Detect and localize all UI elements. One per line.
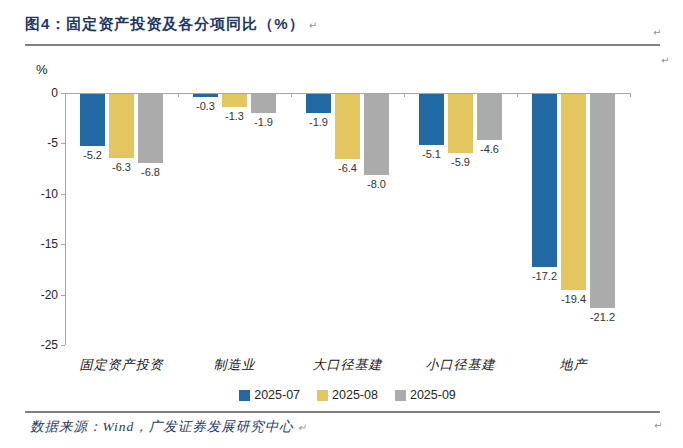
return-mark-icon: ↵ (653, 27, 661, 38)
y-tick-label: -15 (24, 237, 58, 251)
bar-2025-08-制造业 (222, 94, 247, 107)
bar-2025-08-固定资产投资 (109, 94, 134, 158)
y-tick-mark (61, 244, 65, 245)
bar-2025-09-大口径基建 (364, 94, 389, 175)
y-tick-mark (61, 345, 65, 346)
bar-value-label: -17.2 (523, 270, 567, 282)
legend-label: 2025-09 (410, 388, 456, 402)
figure-title-text: 图4：固定资产投资及各分项同比（%） (25, 15, 305, 32)
return-mark-icon: ↵ (661, 55, 669, 66)
figure-title: 图4：固定资产投资及各分项同比（%） ↵ (25, 15, 318, 34)
x-tick-mark (291, 93, 292, 97)
bar-value-label: -5.2 (71, 149, 115, 161)
category-label-2: 大口径基建 (291, 356, 404, 374)
y-tick-label: -10 (24, 187, 58, 201)
bar-2025-07-小口径基建 (419, 94, 444, 145)
y-tick-mark (61, 295, 65, 296)
bar-value-label: -19.4 (552, 293, 596, 305)
category-label-4: 地产 (517, 356, 630, 374)
legend-item-2025-09: 2025-09 (395, 388, 456, 402)
legend-swatch-icon (317, 390, 328, 401)
bar-2025-07-固定资产投资 (80, 94, 105, 146)
bar-value-label: -6.4 (326, 162, 370, 174)
y-tick-label: -20 (24, 288, 58, 302)
legend-item-2025-07: 2025-07 (239, 388, 300, 402)
data-source-note: 数据来源：Wind，广发证券发展研究中心 ↵ (30, 418, 307, 436)
legend-swatch-icon (239, 390, 250, 401)
x-tick-mark (178, 93, 179, 97)
bar-2025-08-地产 (561, 94, 586, 290)
x-tick-mark (630, 93, 631, 97)
y-tick-label: 0 (24, 86, 58, 100)
legend-swatch-icon (395, 390, 406, 401)
y-tick-label: -5 (24, 136, 58, 150)
category-label-1: 制造业 (178, 356, 291, 374)
bar-2025-07-制造业 (193, 94, 218, 97)
bar-2025-09-制造业 (251, 94, 276, 113)
title-divider (25, 44, 660, 46)
y-tick-label: -25 (24, 338, 58, 352)
y-tick-mark (61, 93, 65, 94)
y-tick-mark (61, 143, 65, 144)
category-label-3: 小口径基建 (404, 356, 517, 374)
report-figure-page: 图4：固定资产投资及各分项同比（%） ↵ ↵ ↵ % 0 -5 -10 -15 -20 -2… (0, 0, 683, 448)
return-mark-icon: ↵ (654, 420, 662, 431)
bar-value-label: -5.9 (439, 156, 483, 168)
bar-2025-07-地产 (532, 94, 557, 267)
x-tick-mark (517, 93, 518, 97)
bar-2025-08-大口径基建 (335, 94, 360, 159)
return-mark-icon: ↵ (298, 422, 307, 433)
legend-label: 2025-08 (332, 388, 378, 402)
y-axis-line (65, 93, 66, 345)
category-label-0: 固定资产投资 (65, 356, 178, 374)
legend-item-2025-08: 2025-08 (317, 388, 378, 402)
x-tick-mark (404, 93, 405, 97)
bar-value-label: -1.9 (297, 116, 341, 128)
chart-legend: 2025-07 2025-08 2025-09 (65, 388, 630, 402)
bar-value-label: -8.0 (355, 178, 399, 190)
bar-2025-09-固定资产投资 (138, 94, 163, 163)
bar-value-label: -4.6 (468, 143, 512, 155)
y-axis-unit-label: % (36, 62, 48, 77)
bar-value-label: -6.8 (129, 166, 173, 178)
data-source-text: 数据来源：Wind，广发证券发展研究中心 (30, 419, 294, 434)
bar-value-label: -21.2 (581, 311, 625, 323)
legend-label: 2025-07 (254, 388, 300, 402)
bar-2025-09-小口径基建 (477, 94, 502, 140)
bar-2025-09-地产 (590, 94, 615, 308)
bar-value-label: -1.9 (242, 116, 286, 128)
y-tick-mark (61, 194, 65, 195)
return-mark-icon: ↵ (309, 20, 318, 31)
footer-divider (25, 411, 660, 413)
bar-2025-07-大口径基建 (306, 94, 331, 113)
